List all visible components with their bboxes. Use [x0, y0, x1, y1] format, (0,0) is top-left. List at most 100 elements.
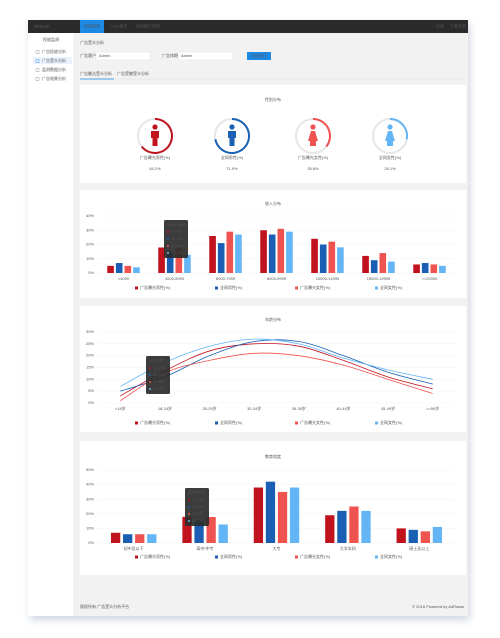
- person-head: [387, 124, 393, 130]
- footer-left: 版权所有 广告受众分析平台: [80, 603, 129, 609]
- legend-label: 广告曝光女性(%): [300, 419, 331, 425]
- y-tick-label: 30%: [86, 496, 94, 501]
- bar: [439, 265, 446, 273]
- x-tick-label: 30-34岁: [247, 405, 261, 411]
- legend-label: 全网男性(%): [220, 284, 243, 290]
- page-title: 广告受众分析: [80, 39, 104, 45]
- legend-swatch: [135, 555, 138, 559]
- nav-link[interactable]: 注销: [436, 23, 444, 29]
- legend-swatch: [215, 286, 218, 290]
- bar: [337, 510, 347, 543]
- person-head: [229, 124, 235, 130]
- tooltip-line: 12.7%: [171, 250, 183, 255]
- legend-label: 广告曝光女性(%): [300, 553, 331, 559]
- filter-label: 广告客户: [80, 52, 96, 58]
- bar: [388, 261, 395, 273]
- tab[interactable]: 广告受触受众分析: [117, 70, 149, 76]
- person-head: [152, 124, 158, 130]
- bar: [218, 524, 228, 543]
- legend-label: 全网男性(%): [220, 553, 243, 559]
- tooltip-dot: [149, 367, 151, 369]
- card-title: 教育程度: [265, 453, 281, 459]
- nav-link[interactable]: 下载手册: [450, 23, 466, 29]
- y-tick-label: 40%: [86, 482, 94, 487]
- run-button[interactable]: [247, 52, 271, 60]
- gender-value: 28.1%: [384, 166, 396, 171]
- x-tick-label: 8000-9999: [267, 276, 287, 281]
- gender-label: 广告曝光女性(%): [298, 154, 329, 160]
- x-tick-label: 40-44岁: [336, 405, 350, 411]
- nav-item[interactable]: 目标媒介规划: [136, 23, 160, 29]
- bar: [110, 532, 121, 543]
- tooltip-dot: [149, 374, 151, 376]
- tooltip-title: 18-24岁: [149, 357, 163, 363]
- y-tick-label: 5%: [88, 388, 94, 393]
- tooltip-line: 17.6%: [171, 243, 183, 248]
- bar: [206, 517, 216, 543]
- tooltip-dot: [188, 499, 190, 501]
- bar: [430, 264, 438, 273]
- tooltip: [164, 220, 188, 258]
- logo: ADScan: [34, 24, 50, 29]
- tab[interactable]: 广告触达受众分析: [80, 70, 112, 76]
- x-tick-label: 45-49岁: [381, 405, 395, 411]
- x-tick-label: <18岁: [115, 405, 126, 411]
- select[interactable]: [95, 51, 151, 61]
- nav-item[interactable]: GAP报告: [111, 23, 127, 29]
- bar: [124, 265, 132, 273]
- sidebar-icon: [35, 77, 40, 81]
- bar: [253, 487, 264, 543]
- tooltip-dot: [188, 513, 190, 515]
- bar: [194, 520, 204, 543]
- y-tick-label: 30%: [86, 329, 94, 334]
- sidebar-item[interactable]: 监测数据分析: [42, 66, 66, 72]
- x-tick-label: 25-29岁: [202, 405, 216, 411]
- gender-value: 64.2%: [149, 166, 161, 171]
- legend-swatch: [375, 421, 378, 425]
- y-tick-label: 50%: [86, 467, 94, 472]
- x-tick-label: >=20000: [422, 276, 439, 281]
- ring-arc: [214, 118, 250, 154]
- bar: [184, 254, 191, 273]
- tooltip: [185, 488, 209, 526]
- bar: [421, 263, 429, 273]
- sidebar-item[interactable]: 广告效果分析: [42, 75, 66, 81]
- tooltip-line: 17.8%: [192, 511, 204, 516]
- sidebar-item[interactable]: 广告投放分析: [42, 48, 66, 54]
- bar: [115, 263, 123, 273]
- nav-item[interactable]: 投放监测: [84, 23, 100, 29]
- sidebar-title: 投放监测: [43, 36, 59, 42]
- sidebar-item[interactable]: 广告受众分析: [42, 57, 66, 63]
- card-title: 收入分布: [265, 200, 281, 206]
- select[interactable]: [177, 51, 233, 61]
- person-body: [385, 131, 395, 146]
- gender-label: 全网女性(%): [379, 154, 402, 160]
- tooltip-dot: [149, 388, 151, 390]
- bar: [265, 481, 276, 543]
- tooltip: [146, 356, 170, 394]
- ring-arc: [312, 118, 331, 148]
- legend-swatch: [295, 555, 298, 559]
- filter-label: 广告排期: [162, 52, 178, 58]
- y-tick-label: 15%: [86, 365, 94, 370]
- x-tick-label: 硕士及以上: [409, 545, 429, 551]
- bar: [361, 510, 371, 543]
- bar: [370, 260, 378, 273]
- bar: [166, 251, 174, 273]
- x-tick-label: 15000-19999: [367, 276, 391, 281]
- bar: [123, 534, 133, 543]
- person-head: [310, 124, 316, 130]
- tooltip-dot: [167, 252, 169, 254]
- footer-right: © 2016 Powered by AdRadar: [412, 604, 465, 609]
- bar: [362, 255, 369, 273]
- button-label[interactable]: 开始运行: [251, 52, 267, 58]
- y-tick-label: 20%: [86, 242, 94, 247]
- y-tick-label: 0%: [88, 540, 94, 545]
- legend-label: 广告曝光男性(%): [140, 419, 171, 425]
- tooltip-line: 12.7%: [192, 518, 204, 523]
- sidebar-active: [33, 57, 72, 64]
- y-tick-label: 20%: [86, 353, 94, 358]
- bar: [175, 247, 183, 273]
- card: [80, 85, 466, 183]
